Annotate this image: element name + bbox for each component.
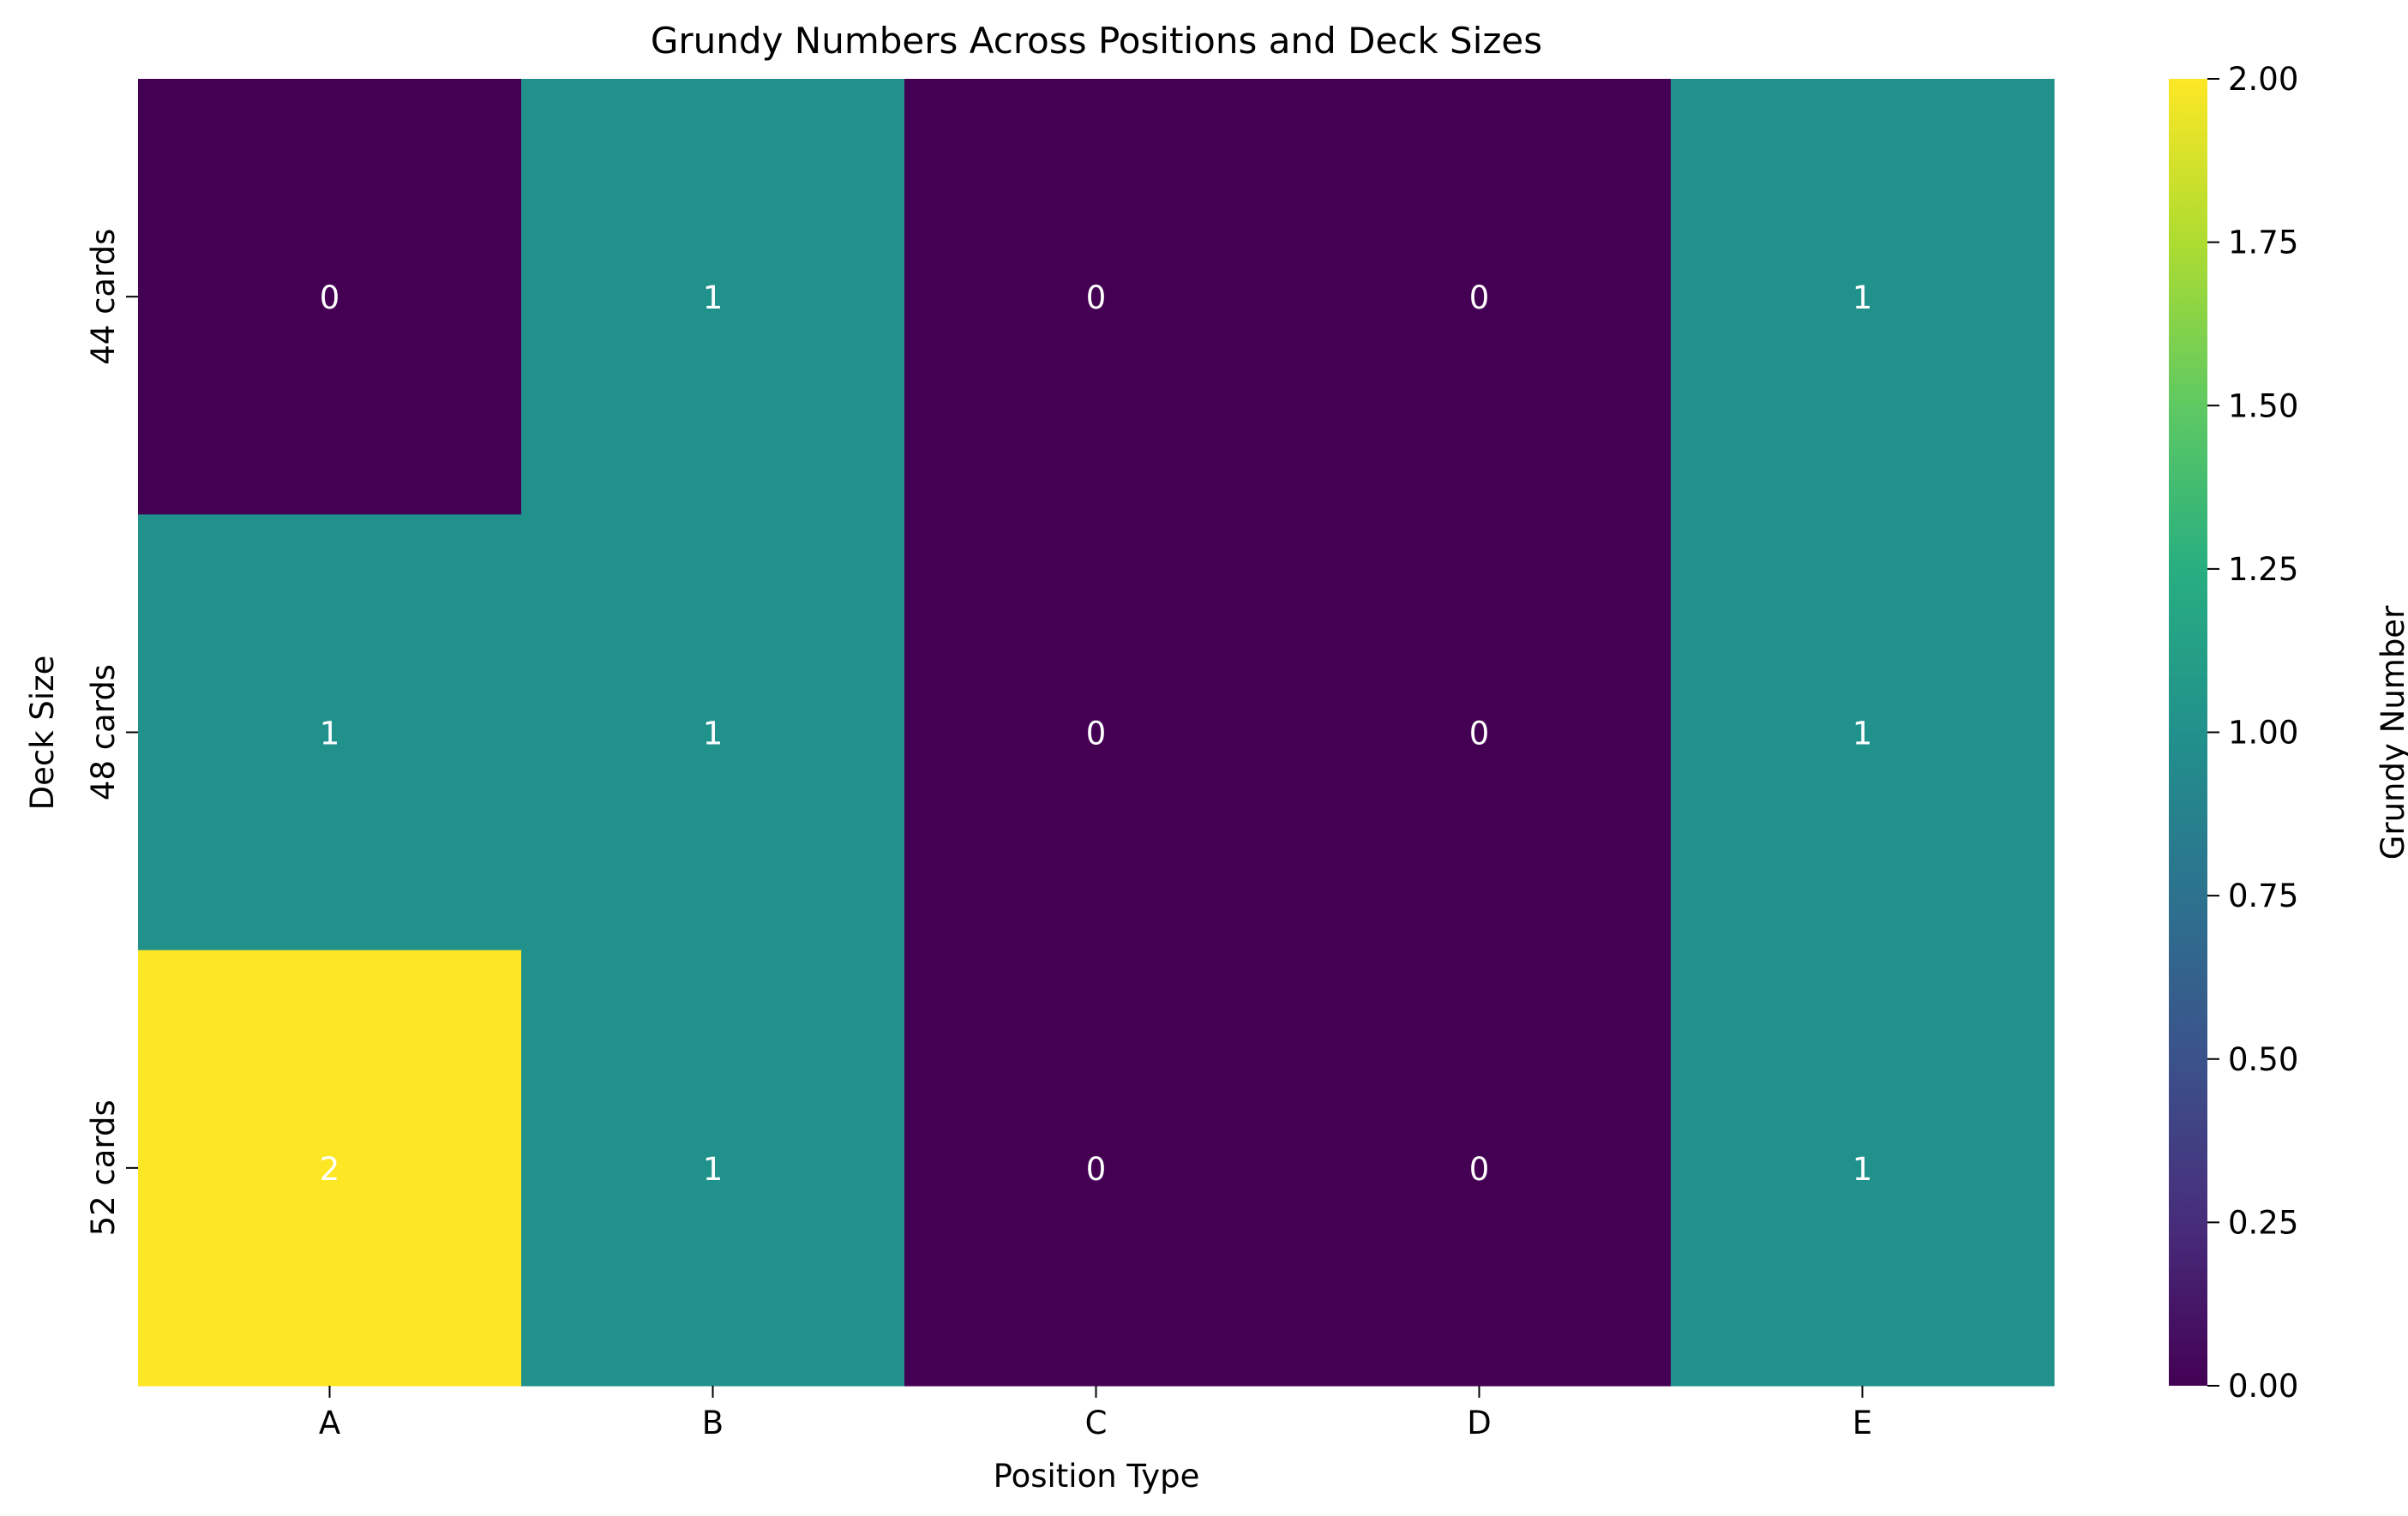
heatmap-annotations: 0 1 0 0 1 1 1 0 0 1 2 1 0 0 1 <box>320 279 1873 1188</box>
y-tick-label: 44 cards <box>85 229 122 365</box>
cell-value-label: 0 <box>320 279 340 316</box>
cell-value-label: 0 <box>1469 716 1490 752</box>
heatmap-cell <box>1288 950 1672 1387</box>
cell-value-label: 1 <box>1853 716 1873 752</box>
cell-value-label: 0 <box>1086 1151 1107 1188</box>
cell-value-label: 0 <box>1469 1151 1490 1188</box>
heatmap-cell <box>1671 514 2055 951</box>
cell-value-label: 1 <box>320 716 340 752</box>
colorbar-label: Grundy Number <box>2375 605 2408 860</box>
x-axis: A B C D E <box>319 1386 1872 1441</box>
y-axis-label: Deck Size <box>24 656 61 811</box>
colorbar-tick-label: 0.00 <box>2228 1368 2298 1405</box>
colorbar-tick-label: 1.50 <box>2228 387 2298 424</box>
heatmap-cell <box>1288 514 1672 951</box>
colorbar-tick-label: 0.75 <box>2228 878 2298 914</box>
cell-value-label: 0 <box>1086 716 1107 752</box>
x-tick-label: A <box>319 1405 340 1441</box>
colorbar-tick-label: 1.00 <box>2228 715 2298 752</box>
heatmap-cell <box>521 514 905 951</box>
heatmap-cell <box>138 514 522 951</box>
heatmap-cell <box>1671 950 2055 1387</box>
colorbar-tick-label: 1.75 <box>2228 225 2298 261</box>
colorbar-ticks: 0.00 0.25 0.50 0.75 1.00 1.25 1.50 1.75 2.00 <box>2207 61 2298 1405</box>
colorbar-tick-label: 1.25 <box>2228 551 2298 588</box>
x-tick-label: B <box>702 1405 724 1441</box>
cell-value-label: 1 <box>703 716 724 752</box>
cell-value-label: 2 <box>320 1151 340 1188</box>
x-tick-label: E <box>1853 1405 1872 1441</box>
heatmap-cell <box>138 79 522 515</box>
colorbar-gradient <box>2169 79 2207 1386</box>
x-axis-label: Position Type <box>994 1458 1200 1495</box>
y-tick-label: 48 cards <box>85 664 122 800</box>
y-tick-label: 52 cards <box>85 1100 122 1236</box>
cell-value-label: 1 <box>1853 1151 1873 1188</box>
cell-value-label: 0 <box>1469 279 1490 316</box>
x-tick-label: D <box>1467 1405 1492 1441</box>
chart-title: Grundy Numbers Across Positions and Deck… <box>651 20 1542 62</box>
heatmap-cell <box>1671 79 2055 515</box>
heatmap-cell <box>138 950 522 1387</box>
heatmap-cell <box>1288 79 1672 515</box>
heatmap-cell <box>521 79 905 515</box>
heatmap-cells <box>138 79 2055 1387</box>
heatmap-cell <box>521 950 905 1387</box>
colorbar-tick-label: 0.50 <box>2228 1041 2298 1078</box>
colorbar-tick-label: 2.00 <box>2228 61 2298 98</box>
cell-value-label: 1 <box>703 279 724 316</box>
heatmap-cell <box>904 79 1288 515</box>
cell-value-label: 0 <box>1086 279 1107 316</box>
heatmap-cell <box>904 950 1288 1387</box>
cell-value-label: 1 <box>1853 279 1873 316</box>
heatmap-cell <box>904 514 1288 951</box>
cell-value-label: 1 <box>703 1151 724 1188</box>
x-tick-label: C <box>1085 1405 1108 1441</box>
colorbar-tick-label: 0.25 <box>2228 1204 2298 1241</box>
y-axis: 44 cards 48 cards 52 cards <box>85 229 138 1236</box>
colorbar: 0.00 0.25 0.50 0.75 1.00 1.25 1.50 1.75 2.00 Gru… <box>2169 61 2408 1405</box>
